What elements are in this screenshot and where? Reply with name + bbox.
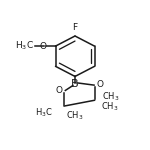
Text: B: B bbox=[71, 79, 79, 89]
Text: CH$_3$: CH$_3$ bbox=[101, 100, 118, 113]
Text: O: O bbox=[96, 80, 103, 89]
Text: CH$_3$: CH$_3$ bbox=[66, 109, 84, 122]
Text: O: O bbox=[39, 42, 46, 51]
Text: H$_3$C: H$_3$C bbox=[35, 106, 53, 119]
Text: F: F bbox=[72, 23, 78, 32]
Text: CH$_3$: CH$_3$ bbox=[102, 90, 120, 103]
Text: H$_3$C: H$_3$C bbox=[15, 40, 34, 52]
Text: O: O bbox=[56, 86, 62, 95]
